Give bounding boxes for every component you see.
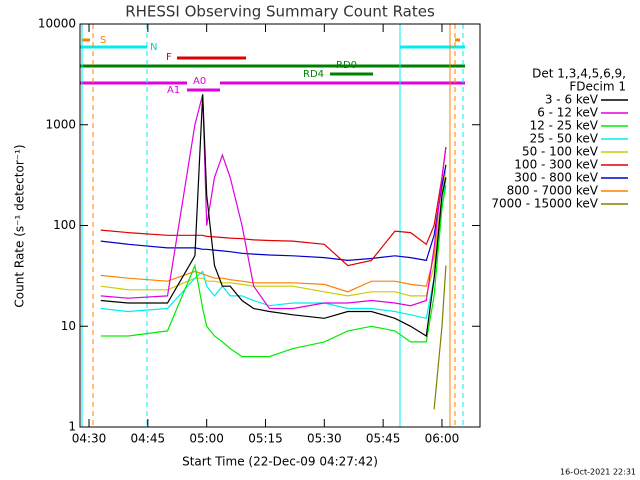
legend-header: Det 1,3,4,5,6,9, bbox=[532, 67, 626, 81]
legend-label: 300 - 800 keV bbox=[514, 171, 598, 185]
y-tick-label: 100 bbox=[53, 218, 76, 232]
series-line bbox=[433, 265, 447, 410]
legend-label: 800 - 7000 keV bbox=[507, 184, 599, 198]
annotation: F bbox=[166, 52, 172, 63]
y-tick-label: 1000 bbox=[45, 117, 76, 131]
series-line bbox=[100, 94, 447, 310]
x-axis-label: Start Time (22-Dec-09 04:27:42) bbox=[182, 455, 378, 469]
footer: 16-Oct-2021 22:31 bbox=[560, 468, 636, 477]
series-line bbox=[100, 185, 447, 358]
legend-label: 6 - 12 keV bbox=[537, 106, 599, 120]
x-tick-label: 05:00 bbox=[189, 432, 224, 446]
series-line bbox=[100, 94, 447, 337]
annotation: RD4 bbox=[303, 69, 324, 80]
annotations bbox=[80, 24, 465, 427]
legend-header: FDecim 1 bbox=[569, 80, 626, 94]
y-axis-label: Count Rate (s⁻¹ detector⁻¹) bbox=[13, 144, 27, 307]
x-tick-label: 04:30 bbox=[72, 432, 107, 446]
legend-label: 100 - 300 keV bbox=[514, 158, 598, 172]
x-tick-label: 06:00 bbox=[425, 432, 460, 446]
series-line bbox=[100, 177, 447, 320]
annotation: RD0 bbox=[336, 60, 357, 71]
annotation: A0 bbox=[193, 76, 206, 87]
y-tick-label: 10000 bbox=[38, 17, 76, 31]
chart-title: RHESSI Observing Summary Count Rates bbox=[125, 3, 435, 21]
series-line bbox=[100, 147, 447, 267]
y-tick-label: 1 bbox=[68, 420, 76, 434]
annotation: A1 bbox=[167, 85, 180, 96]
annotation: S bbox=[100, 35, 106, 46]
legend-label: 12 - 25 keV bbox=[530, 119, 599, 133]
legend-label: 25 - 50 keV bbox=[530, 132, 599, 146]
series-line bbox=[100, 164, 447, 293]
legend-label: 50 - 100 keV bbox=[522, 145, 599, 159]
annotation: N bbox=[150, 42, 157, 53]
legend-label: 7000 - 15000 keV bbox=[491, 197, 598, 211]
x-tick-label: 05:30 bbox=[307, 432, 342, 446]
y-tick-label: 10 bbox=[61, 319, 76, 333]
x-tick-label: 05:45 bbox=[366, 432, 401, 446]
x-tick-label: 05:15 bbox=[248, 432, 283, 446]
x-tick-label: 04:45 bbox=[131, 432, 166, 446]
legend-label: 3 - 6 keV bbox=[545, 93, 599, 107]
series-line bbox=[100, 170, 447, 297]
series-line bbox=[100, 164, 447, 262]
